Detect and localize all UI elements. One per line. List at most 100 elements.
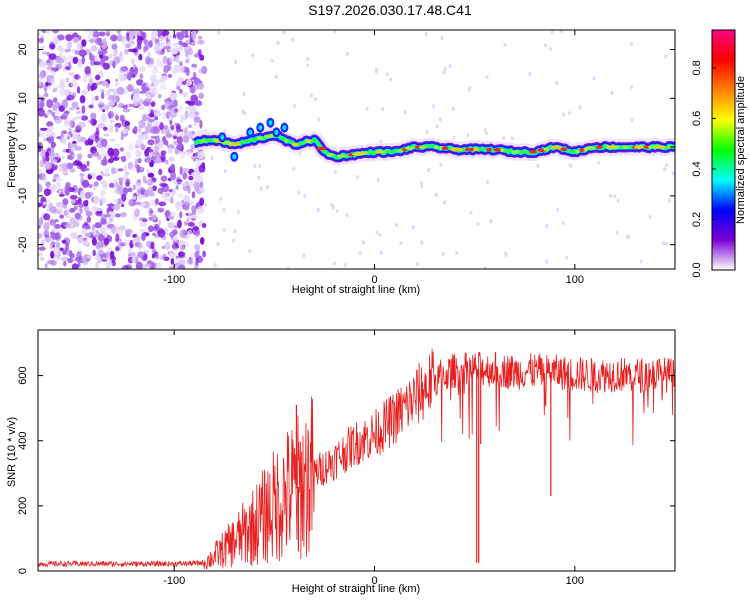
noise-speck bbox=[62, 130, 67, 135]
noise-speck bbox=[58, 52, 63, 57]
spectrogram-frame bbox=[37, 29, 676, 270]
noise-speck bbox=[170, 222, 179, 226]
colorbar-frame bbox=[711, 29, 736, 271]
noise-speck bbox=[109, 119, 115, 124]
noise-speck bbox=[103, 237, 110, 246]
noise-speck bbox=[107, 110, 115, 119]
snr-x-axis-label: Height of straight line (km) bbox=[292, 583, 420, 595]
noise-speck bbox=[332, 261, 336, 266]
noise-speck bbox=[141, 114, 149, 122]
noise-speck bbox=[181, 183, 186, 187]
noise-speck bbox=[242, 92, 246, 96]
ridge-hotspot bbox=[486, 147, 492, 152]
noise-speck bbox=[134, 66, 138, 75]
noise-speck bbox=[197, 39, 205, 45]
noise-speck bbox=[102, 104, 110, 111]
noise-speck bbox=[96, 81, 102, 86]
noise-speck bbox=[103, 133, 110, 137]
noise-speck bbox=[138, 98, 144, 106]
noise-speck bbox=[57, 44, 63, 53]
noise-speck bbox=[223, 129, 227, 134]
noise-speck bbox=[90, 45, 98, 52]
noise-speck bbox=[489, 219, 493, 224]
noise-speck bbox=[108, 94, 117, 99]
noise-speck bbox=[146, 158, 152, 163]
noise-speck bbox=[192, 230, 199, 235]
noise-speck bbox=[69, 194, 78, 200]
noise-speck bbox=[108, 182, 115, 188]
noise-speck bbox=[149, 262, 155, 269]
noise-speck bbox=[171, 229, 178, 236]
noise-speck bbox=[98, 42, 104, 46]
noise-speck bbox=[466, 133, 470, 138]
noise-speck bbox=[100, 190, 106, 196]
noise-speck bbox=[121, 155, 127, 163]
noise-speck bbox=[119, 147, 125, 152]
noise-speck bbox=[127, 248, 133, 254]
noise-speck bbox=[172, 188, 177, 195]
noise-speck bbox=[136, 79, 144, 86]
noise-speck bbox=[151, 68, 159, 74]
noise-speck bbox=[333, 30, 337, 34]
noise-speck bbox=[187, 185, 191, 194]
noise-speck bbox=[38, 152, 41, 157]
noise-speck bbox=[442, 70, 446, 75]
noise-speck bbox=[52, 97, 58, 103]
noise-speck bbox=[160, 83, 167, 91]
noise-speck bbox=[330, 202, 334, 207]
snr-x-tick-label: 0 bbox=[371, 575, 377, 587]
noise-speck bbox=[104, 167, 110, 174]
noise-speck bbox=[297, 190, 301, 195]
noise-speck bbox=[47, 84, 52, 90]
noise-speck bbox=[105, 251, 111, 259]
noise-speck bbox=[170, 124, 175, 131]
noise-speck bbox=[175, 205, 181, 212]
noise-speck bbox=[39, 133, 45, 139]
noise-speck bbox=[200, 237, 205, 245]
noise-speck bbox=[155, 113, 159, 117]
noise-speck bbox=[234, 60, 238, 64]
noise-speck bbox=[66, 94, 75, 101]
noise-speck bbox=[85, 232, 91, 237]
noise-speck bbox=[38, 225, 42, 229]
noise-speck bbox=[379, 139, 383, 144]
noise-speck bbox=[151, 76, 156, 83]
noise-speck bbox=[96, 251, 100, 260]
noise-speck bbox=[662, 241, 666, 246]
snr-y-ticks: 0 200 400 600 bbox=[17, 366, 675, 574]
noise-speck bbox=[435, 124, 439, 129]
noise-speck bbox=[69, 232, 78, 238]
noise-speck bbox=[394, 223, 398, 227]
noise-speck bbox=[182, 91, 188, 98]
noise-speck bbox=[71, 148, 75, 152]
noise-speck bbox=[266, 185, 270, 190]
noise-speck bbox=[95, 74, 101, 81]
noise-speck bbox=[559, 30, 563, 34]
noise-speck bbox=[143, 179, 148, 184]
noise-speck bbox=[191, 172, 198, 177]
noise-speck bbox=[49, 43, 56, 50]
noise-speck bbox=[194, 244, 201, 251]
noise-speck bbox=[561, 221, 565, 226]
spectrogram-y-tick-label: 20 bbox=[17, 43, 29, 55]
noise-speck bbox=[146, 178, 154, 186]
noise-speck bbox=[96, 175, 103, 181]
noise-speck bbox=[136, 188, 140, 197]
noise-speck bbox=[64, 49, 71, 53]
snr-x-ticks: -100 0 100 bbox=[163, 330, 584, 587]
noise-speck bbox=[56, 136, 62, 140]
noise-speck bbox=[116, 30, 121, 35]
noise-speck bbox=[116, 184, 124, 192]
noise-speck bbox=[167, 35, 173, 40]
noise-speck bbox=[173, 224, 179, 229]
noise-speck bbox=[170, 163, 176, 171]
noise-speck bbox=[100, 258, 108, 262]
noise-speck bbox=[202, 250, 206, 258]
noise-speck bbox=[122, 38, 127, 46]
noise-speck bbox=[43, 213, 51, 221]
noise-speck bbox=[134, 158, 138, 167]
noise-speck bbox=[79, 137, 87, 142]
noise-speck bbox=[77, 198, 82, 204]
noise-speck bbox=[77, 121, 86, 128]
ridge-hotspot bbox=[500, 148, 505, 153]
